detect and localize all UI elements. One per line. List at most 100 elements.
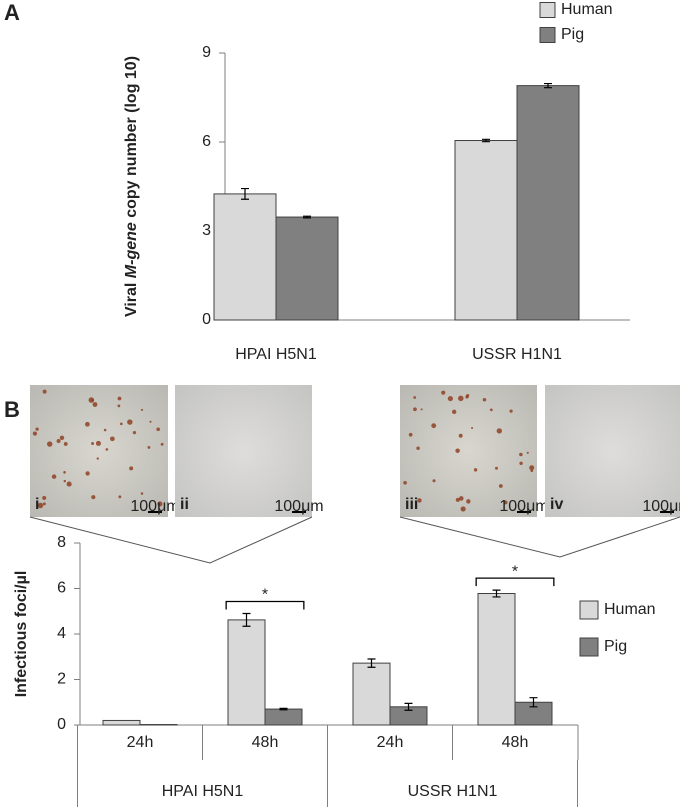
stained-cell — [117, 404, 121, 408]
scale-bar-label: 100μm — [130, 498, 179, 515]
stained-cell — [96, 457, 99, 460]
stained-cell — [66, 481, 72, 487]
stained-cell — [149, 420, 152, 423]
micrograph — [30, 385, 168, 517]
stained-cell — [413, 396, 417, 399]
stained-cell — [46, 441, 53, 447]
y-tick-label: 3 — [202, 222, 211, 239]
stained-cell — [408, 432, 413, 437]
bar — [264, 708, 303, 726]
stained-cell — [147, 445, 151, 449]
x-tick-label: 48h — [502, 734, 529, 751]
y-tick-label: 8 — [57, 534, 66, 551]
y-axis-label-part: Viral — [123, 278, 140, 317]
micrograph — [400, 385, 537, 517]
y-tick-label: 6 — [57, 580, 66, 597]
stained-cell — [529, 465, 535, 471]
y-axis-label: Infectious foci/µl — [13, 571, 30, 698]
error-bar — [492, 589, 501, 598]
group-label: HPAI H5N1 — [162, 783, 244, 800]
stained-cell — [465, 395, 469, 399]
y-axis-label-part: copy number (log 10) — [123, 56, 140, 222]
stained-cell — [42, 495, 47, 501]
legend-label: Human — [604, 601, 656, 618]
stained-cell — [59, 435, 65, 441]
error-bar — [303, 215, 311, 219]
stained-cell — [127, 419, 133, 425]
panel-label: A — [4, 0, 20, 25]
stained-cell — [103, 428, 107, 432]
significance-label: * — [512, 563, 518, 580]
y-tick-label: 4 — [57, 625, 66, 642]
stained-cell — [441, 390, 446, 395]
stained-cell — [110, 436, 115, 442]
scale-bar-label: 100μm — [642, 498, 680, 515]
scale-bar-label: 100μm — [274, 498, 323, 515]
stained-cell — [530, 469, 534, 472]
scale-bar-label: 100μm — [499, 498, 548, 515]
stained-cell — [413, 407, 417, 412]
bar — [213, 193, 277, 321]
micrograph-label: i — [35, 496, 39, 513]
legend-swatch — [539, 2, 556, 18]
error-bar — [242, 612, 251, 627]
stained-cell — [458, 496, 464, 501]
stained-cell — [416, 446, 420, 451]
stained-cell — [42, 502, 46, 506]
stained-cell — [498, 484, 503, 488]
y-axis-label-part: M-gene — [123, 222, 140, 278]
stained-cell — [160, 442, 164, 446]
error-bar — [367, 658, 376, 668]
significance-label: * — [262, 587, 268, 604]
group-label: USSR H1N1 — [408, 783, 498, 800]
stained-cell — [417, 498, 422, 503]
bar — [227, 619, 266, 726]
micrograph — [545, 385, 680, 517]
stained-cell — [92, 402, 98, 407]
stained-cell — [56, 438, 61, 443]
stained-cell — [460, 506, 466, 512]
y-axis-label: Viral M-gene copy number (log 10) — [123, 56, 140, 317]
connectors — [29, 516, 680, 564]
stained-cell — [105, 448, 109, 451]
bar — [516, 85, 580, 321]
stained-cell — [63, 442, 68, 446]
stained-cell — [403, 480, 407, 485]
stained-cell — [509, 409, 513, 413]
stained-cell — [63, 479, 67, 483]
x-tick-label: 24h — [127, 734, 154, 751]
error-bar — [404, 702, 413, 711]
stained-cell — [473, 468, 478, 472]
x-tick-label: 48h — [252, 734, 279, 751]
stained-cell — [85, 421, 90, 427]
stained-cell — [51, 474, 57, 479]
error-bar — [544, 82, 552, 89]
stained-cell — [118, 495, 122, 499]
stained-cell — [489, 408, 493, 412]
y-tick-label: 0 — [57, 716, 66, 733]
stained-cell — [455, 448, 460, 453]
bar — [454, 140, 518, 321]
y-tick-label: 0 — [202, 311, 211, 328]
stained-cell — [117, 396, 122, 401]
stained-cell — [420, 408, 423, 411]
y-tick-label: 6 — [202, 133, 211, 150]
stained-cell — [63, 471, 66, 474]
stained-cell — [140, 492, 144, 495]
stained-cell — [140, 408, 144, 411]
x-tick-label: HPAI H5N1 — [235, 346, 317, 363]
stained-cell — [451, 409, 457, 414]
stained-cell — [495, 466, 498, 470]
micrograph-label: iv — [550, 496, 563, 513]
stained-cell — [85, 471, 90, 476]
legend-swatch — [579, 600, 599, 620]
stained-cell — [431, 423, 437, 429]
stained-cell — [91, 495, 96, 500]
bar — [275, 216, 339, 321]
legend-label: Pig — [561, 26, 584, 43]
stained-cell — [458, 395, 464, 402]
stained-cell — [466, 499, 471, 504]
stained-cell — [496, 428, 502, 434]
stained-cell — [432, 479, 436, 483]
